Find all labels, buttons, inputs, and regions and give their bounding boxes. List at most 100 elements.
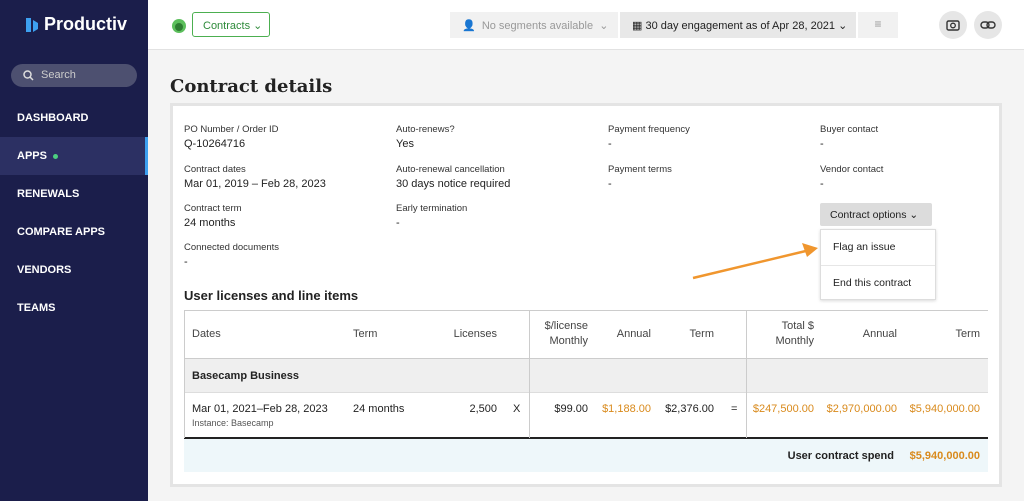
header-line: Total $: [781, 320, 814, 332]
footer-label: User contract spend: [787, 450, 894, 462]
cell-per-license-annual: $1,188.00: [602, 403, 651, 415]
cell-equals: =: [731, 403, 738, 415]
nav-item[interactable]: DASHBOARD: [17, 112, 89, 124]
header-line: Monthly: [775, 335, 814, 347]
cell-instance: Instance: Basecamp: [192, 418, 274, 428]
table-divider: [746, 310, 747, 438]
header-line: Term: [955, 328, 980, 340]
table-header: Licenses: [454, 327, 497, 342]
field-label: Buyer contact: [820, 124, 879, 135]
field-value: -: [396, 217, 400, 229]
segments-label: No segments available: [481, 20, 594, 32]
topbar: Contracts ⌄ 👤 No segments available ⌄ ▦ …: [148, 0, 1024, 50]
field-value: 24 months: [184, 217, 236, 229]
contract-options-label: Contract options: [830, 209, 907, 221]
nav-item[interactable]: VENDORS: [17, 264, 72, 276]
cell-total-monthly: $247,500.00: [752, 403, 814, 415]
cell-term: 24 months: [353, 403, 405, 415]
table-header: Dates: [192, 327, 221, 342]
menu-item[interactable]: Flag an issue: [833, 241, 896, 253]
table-header: Term: [353, 327, 377, 342]
footer-row: [184, 439, 988, 472]
search-icon: [23, 70, 34, 81]
nav-label: APPS: [17, 150, 47, 162]
search-placeholder: Search: [41, 69, 76, 81]
header-line: Annual: [616, 328, 651, 340]
header-line: Term: [689, 328, 714, 340]
engagement-label: 30 day engagement as of Apr 28, 2021: [645, 20, 836, 32]
header-line: Annual: [862, 328, 897, 340]
field-value: Mar 01, 2019 – Feb 28, 2023: [184, 178, 326, 190]
header-line: $/license: [544, 320, 588, 332]
header-line: Dates: [192, 328, 221, 340]
cell-dates: Mar 01, 2021–Feb 28, 2023: [192, 403, 328, 415]
table-header: Annual: [617, 327, 651, 342]
engagement-dropdown[interactable]: ▦ 30 day engagement as of Apr 28, 2021 ⌄: [620, 12, 856, 38]
field-label: Early termination: [396, 203, 468, 214]
cell-per-license-term: $2,376.00: [665, 403, 714, 415]
table-header: Total $ Monthly: [775, 319, 814, 349]
row-border: [184, 392, 988, 393]
field-label: Payment terms: [608, 164, 672, 175]
nav-item[interactable]: APPS: [0, 137, 148, 175]
header-line: Term: [353, 328, 378, 340]
camera-button[interactable]: [939, 11, 967, 39]
section-title: User licenses and line items: [184, 288, 359, 303]
group-name: Basecamp Business: [192, 370, 299, 382]
segments-dropdown[interactable]: 👤 No segments available ⌄: [450, 12, 618, 38]
page-title: Contract details: [170, 76, 333, 97]
field-value: -: [820, 178, 824, 190]
cell-times: X: [513, 403, 521, 415]
field-label: Auto-renews?: [396, 124, 455, 135]
header-line: Licenses: [453, 328, 497, 340]
table-header: Annual: [863, 327, 897, 342]
field-value: Q-10264716: [184, 138, 246, 150]
table-header: Term: [956, 327, 980, 342]
filter-button[interactable]: ≡: [858, 12, 898, 38]
app-selector[interactable]: Contracts ⌄: [192, 12, 270, 37]
field-value: 30 days notice required: [396, 178, 511, 190]
active-dot: [52, 153, 58, 159]
header-line: Monthly: [549, 335, 588, 347]
field-value: -: [820, 138, 824, 150]
footer-value: $5,940,000.00: [909, 450, 980, 462]
cell-total-term: $5,940,000.00: [909, 403, 980, 415]
field-label: Auto-renewal cancellation: [396, 164, 505, 175]
annotation-arrow: [692, 243, 818, 280]
nav-item[interactable]: COMPARE APPS: [17, 226, 106, 238]
field-value: -: [608, 138, 612, 150]
group-row: [184, 358, 988, 392]
cell-licenses: 2,500: [469, 403, 497, 415]
field-label: Vendor contact: [820, 164, 884, 175]
search-box[interactable]: Search: [11, 64, 137, 87]
field-label: PO Number / Order ID: [184, 124, 279, 135]
cell-per-license-monthly: $99.00: [554, 403, 588, 415]
app-icon: [172, 19, 186, 33]
nav-item[interactable]: TEAMS: [17, 302, 56, 314]
menu-divider: [821, 265, 935, 266]
sidebar: Productiv Search DASHBOARD APPS RENEWALS…: [0, 0, 148, 501]
table-divider: [184, 310, 185, 438]
app-selector-label: Contracts: [203, 20, 251, 32]
field-label: Contract term: [184, 203, 242, 214]
field-label: Contract dates: [184, 164, 246, 175]
table-header: Term: [690, 327, 714, 342]
logo: Productiv: [44, 14, 128, 34]
logo-icon: [26, 18, 38, 32]
link-button[interactable]: [974, 11, 1002, 39]
total-border: [184, 437, 988, 439]
contract-options-button[interactable]: Contract options ⌄: [820, 203, 932, 226]
camera-icon: [946, 20, 960, 31]
menu-item[interactable]: End this contract: [833, 277, 912, 289]
link-icon: [980, 21, 996, 29]
cell-total-annual: $2,970,000.00: [826, 403, 897, 415]
field-label: Payment frequency: [608, 124, 690, 135]
table-divider: [529, 310, 530, 438]
options-menu: Flag an issue End this contract: [820, 229, 936, 300]
table-header: $/license Monthly: [545, 319, 588, 349]
nav-item[interactable]: RENEWALS: [17, 188, 80, 200]
field-value: -: [608, 178, 612, 190]
table-border: [184, 310, 988, 311]
field-label: Connected documents: [184, 242, 280, 253]
